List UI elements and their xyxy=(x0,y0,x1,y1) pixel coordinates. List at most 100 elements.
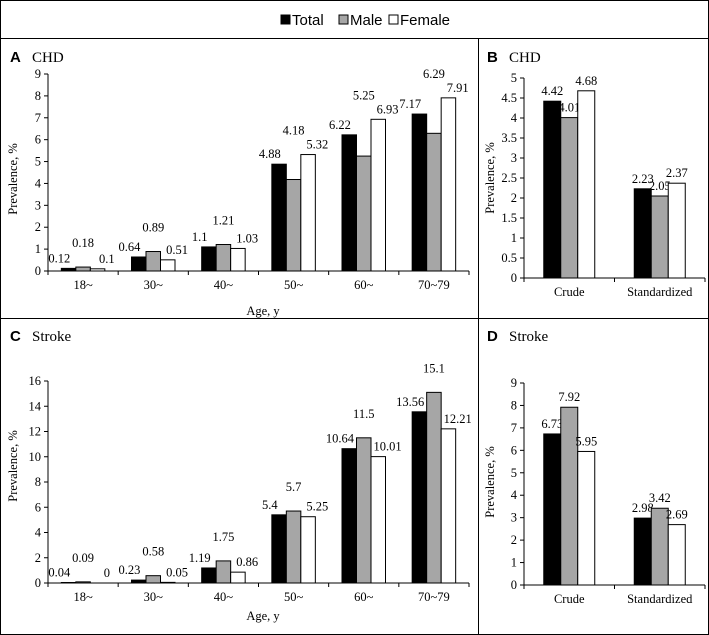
data-label-male: 4.01 xyxy=(558,101,580,115)
y-axis-title: Prevalence, % xyxy=(6,430,20,502)
x-tick-label: 70~79 xyxy=(418,590,450,604)
data-label-total: 13.56 xyxy=(396,395,424,409)
x-tick-label: Standardized xyxy=(627,285,693,299)
bar-male xyxy=(285,179,302,272)
bar-total xyxy=(633,517,652,586)
data-label-total: 0.64 xyxy=(119,240,142,254)
bar-male xyxy=(426,132,442,272)
data-label-male: 0.18 xyxy=(72,236,94,250)
x-tick-label: 50~ xyxy=(284,278,304,292)
bar-female xyxy=(300,154,316,272)
data-label-total: 7.17 xyxy=(399,97,421,111)
bar-total xyxy=(341,448,357,584)
x-tick-label: 70~79 xyxy=(418,278,450,292)
y-tick-label: 0 xyxy=(35,576,41,590)
y-tick-label: 4.5 xyxy=(501,91,517,105)
x-tick-label: 50~ xyxy=(284,590,304,604)
x-tick-label: 30~ xyxy=(144,278,164,292)
legend-swatch-female xyxy=(388,14,399,25)
y-axis-title: Prevalence, % xyxy=(483,142,497,214)
y-tick-label: 1 xyxy=(35,242,41,256)
y-tick-label: 8 xyxy=(511,398,517,412)
data-label-total: 6.22 xyxy=(329,118,351,132)
y-tick-label: 6 xyxy=(35,500,41,514)
legend-label-female: Female xyxy=(400,12,450,29)
data-label-total: 4.42 xyxy=(541,84,563,98)
legend-swatch-male xyxy=(338,14,349,25)
bar-total xyxy=(271,163,287,272)
data-label-female: 0.1 xyxy=(99,252,115,266)
data-label-female: 6.93 xyxy=(377,102,399,116)
bar-total xyxy=(130,579,147,584)
bar-female xyxy=(160,581,176,584)
data-label-total: 1.19 xyxy=(189,551,211,565)
data-label-female: 12.21 xyxy=(444,412,472,426)
y-tick-label: 4 xyxy=(35,526,42,540)
y-tick-label: 2 xyxy=(35,551,41,565)
panel-title: Stroke xyxy=(509,329,549,345)
bar-female xyxy=(440,97,457,272)
y-tick-label: 5 xyxy=(511,71,517,85)
bar-total xyxy=(201,246,217,272)
y-tick-label: 2 xyxy=(511,191,517,205)
bar-male xyxy=(426,391,442,584)
panel-letter: B xyxy=(487,49,498,66)
data-label-female: 0.86 xyxy=(236,555,258,569)
bar-female xyxy=(577,450,596,586)
panel-letter: A xyxy=(10,49,21,66)
bar-female xyxy=(370,456,387,584)
data-label-female: 4.68 xyxy=(575,74,597,88)
data-label-total: 0.23 xyxy=(119,563,141,577)
y-tick-label: 5 xyxy=(511,466,517,480)
panel-title: CHD xyxy=(32,50,64,66)
y-tick-label: 5 xyxy=(35,155,41,169)
panel-letter: D xyxy=(487,328,498,345)
bar-female xyxy=(370,118,387,272)
bar-total xyxy=(60,267,77,272)
y-tick-label: 2 xyxy=(511,533,517,547)
y-tick-label: 3 xyxy=(35,198,41,212)
data-label-male: 11.5 xyxy=(353,407,374,421)
x-axis-title: Age, y xyxy=(246,609,280,623)
y-tick-label: 6 xyxy=(35,133,41,147)
data-label-female: 0.51 xyxy=(166,243,188,257)
y-tick-label: 14 xyxy=(29,399,42,413)
data-label-male: 5.25 xyxy=(353,88,375,102)
legend-swatch-total xyxy=(280,14,291,25)
data-label-female: 2.37 xyxy=(666,166,688,180)
y-axis-title: Prevalence, % xyxy=(483,446,497,518)
bar-male xyxy=(145,575,162,584)
y-tick-label: 7 xyxy=(35,111,41,125)
y-tick-label: 6 xyxy=(511,443,517,457)
bar-male xyxy=(145,251,162,272)
y-tick-label: 0 xyxy=(511,578,517,592)
bar-male xyxy=(650,195,669,279)
data-label-male: 5.7 xyxy=(286,480,302,494)
bar-total xyxy=(60,581,77,584)
data-label-male: 1.21 xyxy=(212,214,234,228)
y-tick-label: 0.5 xyxy=(501,251,517,265)
data-label-female: 5.95 xyxy=(575,434,597,448)
y-tick-label: 7 xyxy=(511,421,517,435)
x-tick-label: Crude xyxy=(554,592,585,606)
bar-total xyxy=(201,567,217,584)
data-label-female: 0.05 xyxy=(166,565,188,579)
panel-a-chd-by-age: A CHD Prevalence, % Age, y 0 1 2 3 4 5 6 7 8 9 18~… xyxy=(6,49,470,318)
x-tick-label: Standardized xyxy=(627,592,693,606)
data-label-male: 0.58 xyxy=(142,545,164,559)
y-tick-label: 2 xyxy=(35,220,41,234)
panel-letter: C xyxy=(10,328,21,345)
data-label-total: 2.23 xyxy=(632,172,654,186)
y-tick-label: 8 xyxy=(35,89,41,103)
panel-c-stroke-by-age: C Stroke Prevalence, % Age, y 0 2 4 6 8 10 12 1… xyxy=(6,328,472,623)
data-label-female: 1.03 xyxy=(236,231,258,245)
y-tick-label: 0 xyxy=(511,271,517,285)
bar-total xyxy=(633,188,652,279)
data-label-male: 6.29 xyxy=(423,67,445,81)
y-tick-label: 3 xyxy=(511,151,517,165)
x-tick-label: 18~ xyxy=(73,590,93,604)
y-tick-label: 1.5 xyxy=(501,211,517,225)
bar-total xyxy=(341,134,357,272)
panel-d-stroke-crude-standardized: D Stroke Prevalence, % 0 1 2 3 4 5 6 7 8 9 Crude 6.… xyxy=(483,328,706,606)
